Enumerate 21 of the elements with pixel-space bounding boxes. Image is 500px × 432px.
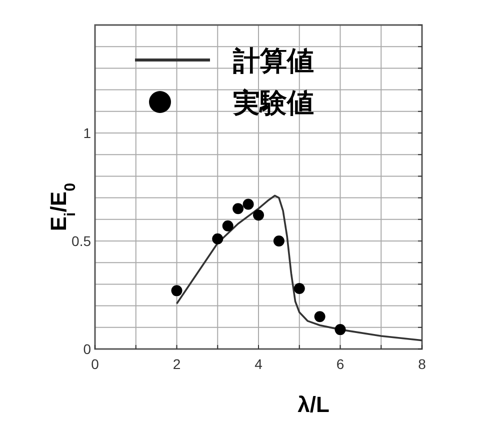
y-tick-label: 0.5 — [72, 233, 92, 249]
point — [314, 311, 326, 322]
point — [273, 236, 284, 246]
legend-label: 実験値 — [232, 88, 314, 118]
x-tick-label: 8 — [418, 356, 426, 372]
point — [171, 285, 182, 296]
point — [212, 233, 224, 244]
x-tick-label: 6 — [336, 356, 344, 372]
y-tick-label: 1 — [83, 125, 92, 141]
point — [253, 210, 264, 221]
point — [334, 324, 346, 336]
line-series — [176, 194, 423, 342]
point — [222, 220, 234, 232]
point — [232, 203, 244, 214]
x-axis-title: λ/L — [298, 392, 330, 417]
point — [294, 283, 305, 294]
x-tick-label: 2 — [172, 356, 181, 372]
y-tick-label: 0 — [83, 341, 92, 357]
point — [242, 198, 254, 210]
x-tick-label: 4 — [254, 356, 263, 372]
legend-label: 計算値 — [232, 46, 314, 76]
